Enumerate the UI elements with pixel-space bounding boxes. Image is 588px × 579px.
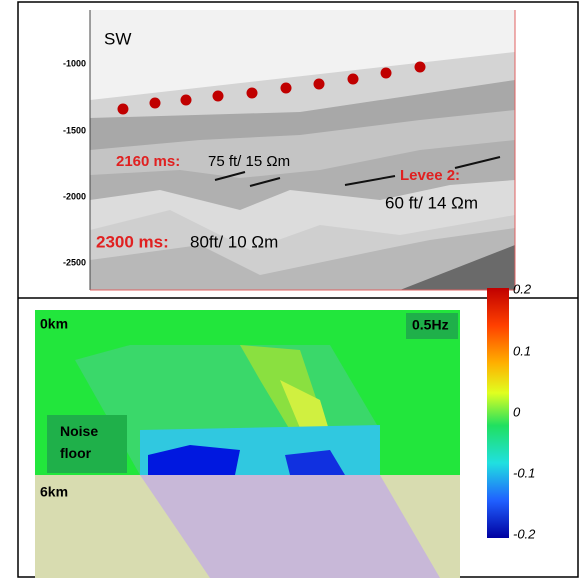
colorbar	[487, 288, 509, 538]
y-tick-label: -2500	[63, 257, 86, 267]
annotation-time: 2160 ms:	[116, 153, 180, 170]
seismic-section	[89, 10, 516, 291]
annotation-time: 2300 ms:	[96, 232, 169, 251]
y-tick-label: -2000	[63, 191, 86, 201]
colorbar-tick-label: -0.2	[513, 526, 536, 541]
label-box	[47, 415, 127, 473]
annotation-text: 75 ft/ 15 Ωm	[208, 153, 290, 170]
colorbar-tick-label: -0.1	[513, 465, 535, 480]
noise-label: Noise floor	[60, 423, 98, 461]
panel-label: SW	[104, 29, 131, 48]
colorbar-tick-label: 0	[513, 404, 521, 419]
annotation-time: Levee 2:	[400, 167, 460, 184]
label-box	[406, 313, 458, 339]
map-label: 0km	[40, 316, 68, 332]
y-tick-label: -1500	[63, 125, 86, 135]
annotation-text: 80ft/ 10 Ωm	[190, 232, 278, 251]
annotation-text: 60 ft/ 14 Ωm	[385, 193, 478, 212]
map-label: 6km	[40, 484, 68, 500]
frequency-map	[35, 310, 460, 578]
map-label: 0.5Hz	[412, 317, 449, 333]
colorbar-tick-label: 0.2	[513, 281, 532, 296]
y-tick-label: -1000	[63, 58, 86, 68]
colorbar-tick-label: 0.1	[513, 343, 531, 358]
